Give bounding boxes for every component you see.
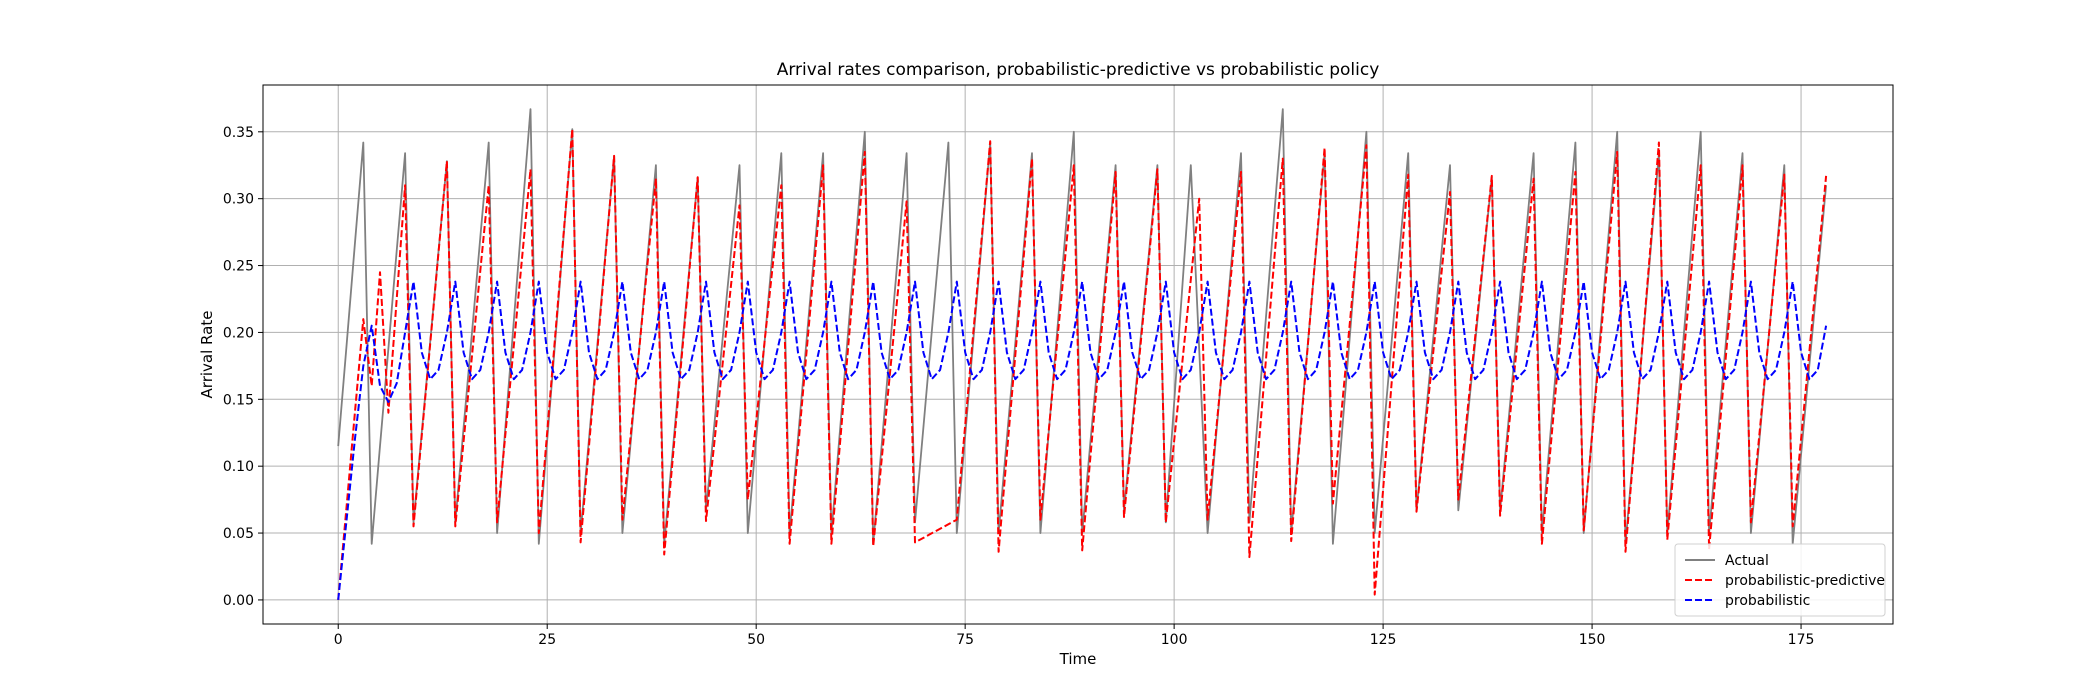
grid — [263, 85, 1893, 624]
legend-label: Actual — [1725, 553, 1769, 569]
y-tick-label: 0.05 — [223, 526, 254, 542]
x-tick-label: 0 — [334, 632, 343, 648]
x-tick-label: 25 — [538, 632, 556, 648]
chart-title: Arrival rates comparison, probabilistic-… — [777, 60, 1380, 80]
plot-frame — [262, 84, 1894, 625]
series-layer — [337, 108, 1828, 601]
x-tick-label: 100 — [1161, 632, 1188, 648]
y-tick-label: 0.00 — [223, 593, 254, 609]
y-tick-label: 0.30 — [223, 192, 254, 208]
x-axis-label: Time — [1059, 650, 1097, 668]
series-line-probabilistic — [337, 280, 1828, 601]
x-tick-label: 125 — [1370, 632, 1397, 648]
axis-ticks: 0 25 50 75 100 125 150 175 0.00 0.05 0.10 0.15 0.20 0… — [223, 125, 1815, 648]
x-tick-label: 150 — [1579, 632, 1606, 648]
legend-box — [1674, 543, 1886, 617]
legend-label: probabilistic — [1725, 593, 1810, 609]
y-tick-label: 0.20 — [223, 325, 254, 341]
y-axis-label: Arrival Rate — [198, 311, 216, 399]
x-tick-label: 75 — [956, 632, 974, 648]
y-tick-label: 0.15 — [223, 392, 254, 408]
legend-label: probabilistic-predictive — [1725, 573, 1885, 589]
x-tick-label: 175 — [1788, 632, 1815, 648]
x-tick-label: 50 — [747, 632, 765, 648]
y-tick-label: 0.10 — [223, 459, 254, 475]
series-line-probabilistic-predictive — [337, 128, 1828, 600]
legend: Actual probabilistic-predictive probabilis… — [1674, 543, 1886, 617]
y-tick-label: 0.25 — [223, 259, 254, 275]
y-tick-label: 0.35 — [223, 125, 254, 141]
